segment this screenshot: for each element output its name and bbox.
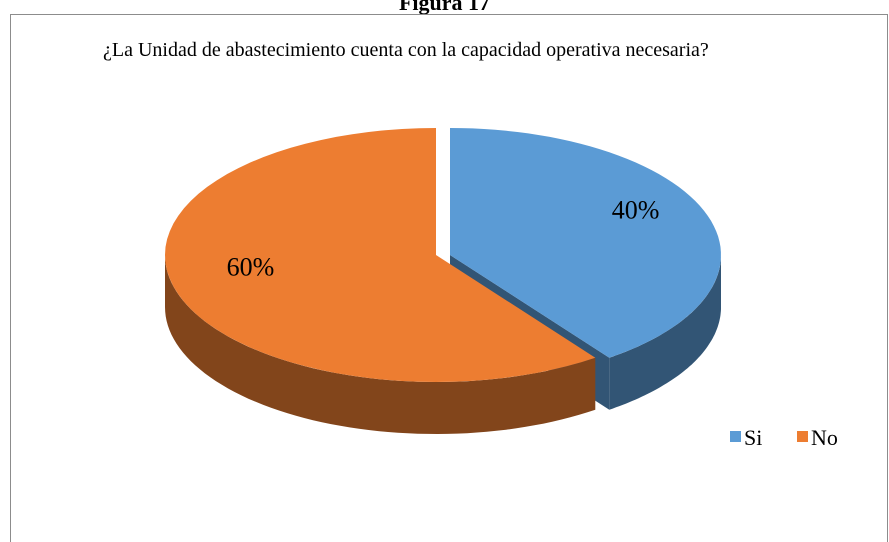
- slice-side: [609, 255, 721, 410]
- legend-label: No: [811, 425, 838, 450]
- legend-swatch: [797, 431, 808, 442]
- chart-title: ¿La Unidad de abastecimiento cuenta con …: [103, 39, 709, 61]
- legend-label: Si: [744, 425, 762, 450]
- slice-side: [165, 255, 596, 434]
- slice: [450, 128, 721, 358]
- data-label: 40%: [612, 196, 660, 225]
- data-label: 60%: [227, 252, 275, 281]
- figure-header: Figura 17: [398, 0, 491, 15]
- slice: [165, 128, 596, 382]
- chart-frame: [10, 14, 888, 542]
- legend-swatch: [730, 431, 741, 442]
